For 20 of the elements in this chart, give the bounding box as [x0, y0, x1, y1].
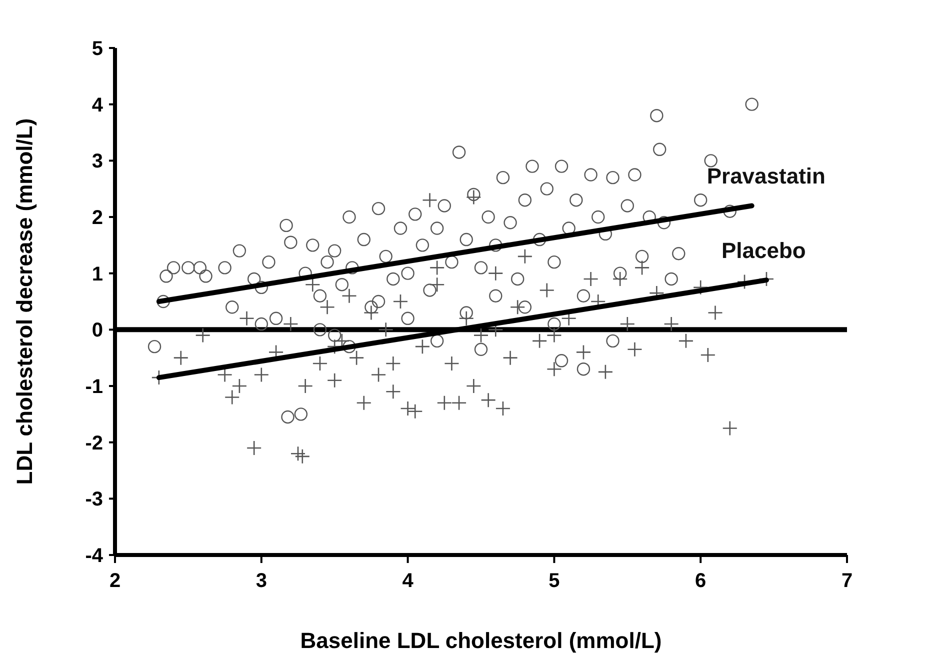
x-tick-label: 4: [402, 570, 414, 592]
x-tick-label: 6: [695, 570, 706, 592]
x-tick-label: 5: [548, 570, 560, 592]
x-tick-label: 2: [109, 570, 121, 592]
y-tick-label: 1: [92, 263, 103, 286]
y-tick-label: 0: [92, 320, 103, 342]
y-tick-label: -1: [85, 376, 103, 398]
y-axis-title: LDL cholesterol decrease (mmol/L): [12, 118, 37, 485]
y-tick-label: 4: [92, 94, 104, 116]
y-tick-label: -4: [85, 545, 104, 567]
y-tick-label: 3: [92, 150, 103, 173]
y-tick-label: 5: [92, 38, 103, 60]
y-tick-label: -2: [85, 432, 103, 454]
series-label: Pravastatin: [706, 164, 826, 189]
y-tick-label: -3: [85, 488, 103, 511]
series-label: Placebo: [721, 238, 806, 264]
y-tick-label: 2: [92, 207, 103, 229]
x-tick-label: 3: [256, 570, 267, 592]
x-tick-label: 7: [841, 570, 853, 592]
x-axis-title: Baseline LDL cholesterol (mmol/L): [300, 628, 662, 653]
